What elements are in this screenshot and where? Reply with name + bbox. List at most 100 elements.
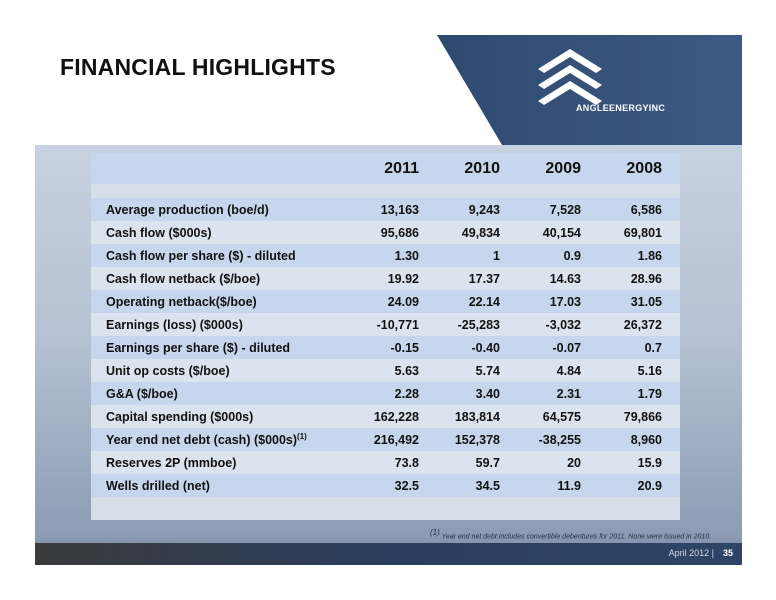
financial-table: 2011 2010 2009 2008 Average production (… xyxy=(91,153,680,520)
cell-2011: -0.15 xyxy=(356,336,437,359)
table-row: Reserves 2P (mmboe) 73.8 59.7 20 15.9 xyxy=(91,451,680,474)
footnote: (1) Year end net debt includes convertib… xyxy=(430,529,712,541)
column-header-2011: 2011 xyxy=(356,153,437,184)
cell-2010: 5.74 xyxy=(437,359,518,382)
cell-2008: 20.9 xyxy=(599,474,680,497)
row-label: Operating netback($/boe) xyxy=(91,290,356,313)
table-row: G&A ($/boe) 2.28 3.40 2.31 1.79 xyxy=(91,382,680,405)
cell-2008: 5.16 xyxy=(599,359,680,382)
row-label-text: Reserves 2P (mmboe) xyxy=(106,455,237,470)
table-row: Cash flow per share ($) - diluted 1.30 1 0.… xyxy=(91,244,680,267)
cell-2008: 8,960 xyxy=(599,428,680,451)
table-header-row: 2011 2010 2009 2008 xyxy=(91,153,680,184)
table-row: Wells drilled (net) 32.5 34.5 11.9 20.9 xyxy=(91,474,680,497)
row-label: Wells drilled (net) xyxy=(91,474,356,497)
cell-2008: 6,586 xyxy=(599,198,680,221)
row-label: G&A ($/boe) xyxy=(91,382,356,405)
row-label-text: Cash flow netback ($/boe) xyxy=(106,271,261,286)
cell-2009: 40,154 xyxy=(518,221,599,244)
cell-2009: -3,032 xyxy=(518,313,599,336)
cell-2009: 2.31 xyxy=(518,382,599,405)
cell-2010: 49,834 xyxy=(437,221,518,244)
cell-2010: 183,814 xyxy=(437,405,518,428)
cell-2011: 19.92 xyxy=(356,267,437,290)
column-header-2009: 2009 xyxy=(518,153,599,184)
footnote-marker: (1) xyxy=(430,528,440,537)
cell-2009: 0.9 xyxy=(518,244,599,267)
cell-2009: -0.07 xyxy=(518,336,599,359)
cell-2010: 1 xyxy=(437,244,518,267)
row-label-text: Cash flow per share ($) - diluted xyxy=(106,248,296,263)
row-label: Average production (boe/d) xyxy=(91,198,356,221)
cell-2010: 3.40 xyxy=(437,382,518,405)
table-row: Operating netback($/boe) 24.09 22.14 17.03 3… xyxy=(91,290,680,313)
row-label: Capital spending ($000s) xyxy=(91,405,356,428)
row-label: Cash flow netback ($/boe) xyxy=(91,267,356,290)
header-banner xyxy=(437,35,742,145)
table-spacer-top xyxy=(91,184,680,198)
table-row: Earnings (loss) ($000s) -10,771 -25,283 -3,… xyxy=(91,313,680,336)
cell-2010: 59.7 xyxy=(437,451,518,474)
table-row: Cash flow netback ($/boe) 19.92 17.37 14.63… xyxy=(91,267,680,290)
footnote-reference: (1) xyxy=(297,431,307,441)
cell-2008: 15.9 xyxy=(599,451,680,474)
row-label-text: Capital spending ($000s) xyxy=(106,409,254,424)
row-label-text: Year end net debt (cash) ($000s) xyxy=(106,432,298,447)
table-spacer-bottom xyxy=(91,497,680,520)
row-label-text: Operating netback($/boe) xyxy=(106,294,257,309)
cell-2011: 1.30 xyxy=(356,244,437,267)
cell-2011: 24.09 xyxy=(356,290,437,313)
cell-2010: -25,283 xyxy=(437,313,518,336)
cell-2009: 14.63 xyxy=(518,267,599,290)
row-label-text: Wells drilled (net) xyxy=(106,478,210,493)
cell-2010: 152,378 xyxy=(437,428,518,451)
cell-2011: -10,771 xyxy=(356,313,437,336)
table-row: Year end net debt (cash) ($000s)(1) 216,4… xyxy=(91,428,680,451)
cell-2010: 9,243 xyxy=(437,198,518,221)
cell-2008: 1.79 xyxy=(599,382,680,405)
row-label: Cash flow ($000s) xyxy=(91,221,356,244)
column-header-2008: 2008 xyxy=(599,153,680,184)
row-label-text: Earnings per share ($) - diluted xyxy=(106,340,291,355)
row-label: Unit op costs ($/boe) xyxy=(91,359,356,382)
cell-2009: 64,575 xyxy=(518,405,599,428)
footer-bar: April 2012 | 35 xyxy=(35,543,742,565)
row-label-text: Cash flow ($000s) xyxy=(106,225,212,240)
table-row: Average production (boe/d) 13,163 9,243 7,5… xyxy=(91,198,680,221)
row-label: Earnings per share ($) - diluted xyxy=(91,336,356,359)
cell-2010: 17.37 xyxy=(437,267,518,290)
row-label-text: Unit op costs ($/boe) xyxy=(106,363,230,378)
cell-2008: 28.96 xyxy=(599,267,680,290)
footnote-text: Year end net debt includes convertible d… xyxy=(441,533,712,541)
column-header-2010: 2010 xyxy=(437,153,518,184)
slide-header: FINANCIAL HIGHLIGHTS ANGLEENERGYINC xyxy=(35,35,742,145)
row-label: Year end net debt (cash) ($000s)(1) xyxy=(91,428,356,451)
table-row: Unit op costs ($/boe) 5.63 5.74 4.84 5.16 xyxy=(91,359,680,382)
cell-2010: 34.5 xyxy=(437,474,518,497)
page-number: 35 xyxy=(722,548,733,558)
cell-2011: 13,163 xyxy=(356,198,437,221)
row-label: Cash flow per share ($) - diluted xyxy=(91,244,356,267)
row-label-text: Earnings (loss) ($000s) xyxy=(106,317,243,332)
cell-2008: 31.05 xyxy=(599,290,680,313)
cell-2010: -0.40 xyxy=(437,336,518,359)
row-label: Reserves 2P (mmboe) xyxy=(91,451,356,474)
cell-2011: 5.63 xyxy=(356,359,437,382)
table-header-blank xyxy=(91,153,356,184)
cell-2011: 32.5 xyxy=(356,474,437,497)
cell-2009: 7,528 xyxy=(518,198,599,221)
cell-2008: 69,801 xyxy=(599,221,680,244)
footer-date: April 2012 | xyxy=(668,548,714,558)
cell-2010: 22.14 xyxy=(437,290,518,313)
cell-2011: 95,686 xyxy=(356,221,437,244)
cell-2011: 2.28 xyxy=(356,382,437,405)
cell-2008: 1.86 xyxy=(599,244,680,267)
row-label: Earnings (loss) ($000s) xyxy=(91,313,356,336)
cell-2009: 20 xyxy=(518,451,599,474)
page-title: FINANCIAL HIGHLIGHTS xyxy=(60,54,336,80)
cell-2008: 26,372 xyxy=(599,313,680,336)
cell-2011: 162,228 xyxy=(356,405,437,428)
slide: FINANCIAL HIGHLIGHTS ANGLEENERGYINC 2011… xyxy=(35,35,742,565)
cell-2008: 79,866 xyxy=(599,405,680,428)
company-logo-icon xyxy=(538,49,602,105)
